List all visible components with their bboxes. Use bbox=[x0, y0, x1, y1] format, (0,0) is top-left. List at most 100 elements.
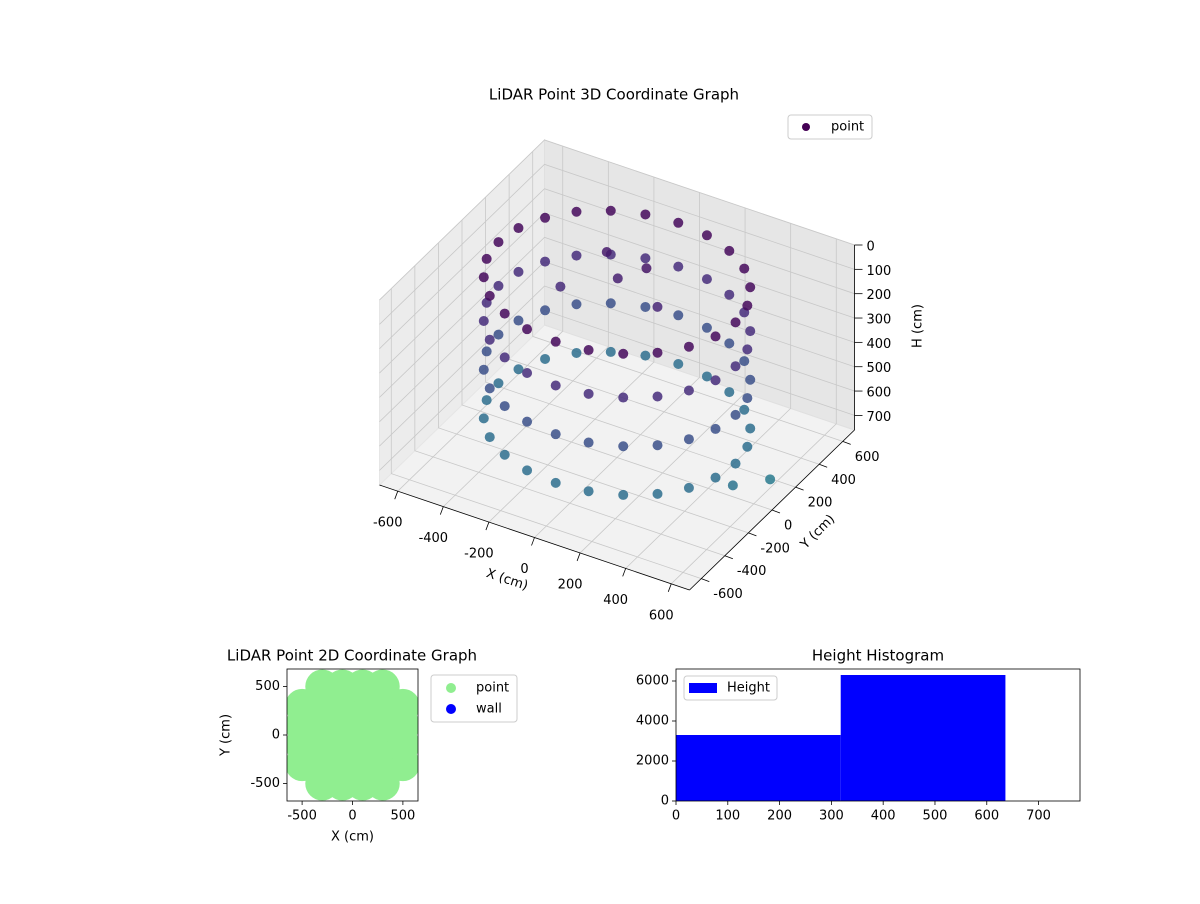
chart-title: Height Histogram bbox=[812, 647, 944, 665]
legend-label: point bbox=[831, 120, 864, 135]
point bbox=[683, 385, 694, 396]
tick-mark bbox=[439, 506, 444, 515]
point bbox=[640, 209, 651, 220]
point bbox=[683, 434, 694, 445]
point bbox=[683, 341, 694, 352]
point bbox=[739, 404, 750, 415]
x-tick-label: 400 bbox=[603, 593, 628, 608]
point bbox=[765, 474, 776, 485]
point bbox=[673, 310, 684, 321]
point bbox=[478, 316, 489, 327]
point bbox=[571, 347, 582, 358]
point bbox=[583, 486, 594, 497]
point bbox=[710, 375, 721, 386]
point bbox=[652, 347, 663, 358]
x-tick-label: 0 bbox=[520, 562, 528, 577]
grid-line bbox=[532, 151, 843, 442]
y-tick-label: 600 bbox=[855, 450, 880, 465]
point bbox=[499, 401, 510, 412]
grid-line bbox=[379, 139, 855, 301]
point bbox=[484, 290, 495, 301]
point bbox=[583, 388, 594, 399]
legend-box bbox=[787, 114, 873, 140]
point bbox=[522, 368, 533, 379]
x-tick-label: -400 bbox=[419, 531, 449, 546]
point bbox=[493, 237, 504, 248]
y-tick-label: 400 bbox=[831, 473, 856, 488]
z-tick-label: 300 bbox=[867, 313, 892, 328]
point bbox=[583, 437, 594, 448]
point bbox=[652, 301, 663, 312]
point bbox=[724, 245, 735, 256]
x-tick-label: -200 bbox=[464, 547, 494, 562]
x-axis-label: X (cm) bbox=[331, 830, 374, 845]
point bbox=[499, 352, 510, 363]
x-tick-label: 0 bbox=[348, 809, 356, 824]
x-tick-label: 0 bbox=[672, 809, 680, 824]
y-axis-label: Y (cm) bbox=[219, 714, 234, 757]
point bbox=[540, 353, 551, 364]
y-tick-label: -200 bbox=[760, 541, 790, 556]
legend-label: Height bbox=[727, 681, 770, 696]
z-axis-label: H (cm) bbox=[911, 304, 926, 348]
point bbox=[550, 477, 561, 488]
point bbox=[583, 345, 594, 356]
x-tick-label: 500 bbox=[923, 809, 948, 824]
point bbox=[601, 246, 612, 257]
tick-mark bbox=[622, 568, 627, 577]
tick-mark bbox=[576, 552, 581, 562]
point bbox=[730, 317, 741, 328]
tick-mark bbox=[771, 509, 781, 514]
point bbox=[640, 253, 651, 264]
grid-line bbox=[461, 220, 773, 511]
grid-line bbox=[670, 238, 837, 585]
point bbox=[484, 432, 495, 443]
point bbox=[618, 489, 629, 500]
point bbox=[481, 395, 492, 406]
point bbox=[745, 374, 756, 385]
point bbox=[727, 480, 738, 491]
z-tick-label: 200 bbox=[867, 288, 892, 303]
y-tick-label: 0 bbox=[784, 519, 792, 534]
point bbox=[742, 393, 753, 404]
point bbox=[730, 361, 741, 372]
tick-mark bbox=[485, 521, 490, 531]
x-tick-label: -500 bbox=[287, 809, 317, 824]
tick-mark bbox=[531, 537, 535, 546]
point bbox=[478, 272, 489, 283]
legend-marker bbox=[446, 683, 456, 693]
point bbox=[522, 416, 533, 427]
y-axis-line bbox=[689, 429, 855, 591]
point bbox=[513, 315, 524, 326]
legend-label: wall bbox=[476, 702, 502, 717]
point bbox=[493, 280, 504, 291]
plot-area bbox=[287, 669, 418, 801]
point bbox=[499, 308, 510, 319]
tick-mark bbox=[819, 463, 828, 468]
point bbox=[522, 465, 533, 476]
point bbox=[540, 305, 551, 316]
point bbox=[618, 392, 629, 403]
legend-label: point bbox=[476, 681, 509, 696]
z-tick-label: 600 bbox=[867, 386, 892, 401]
x-tick-label: 600 bbox=[649, 608, 674, 623]
x-tick-label: 200 bbox=[767, 809, 792, 824]
z-tick-label: 0 bbox=[867, 240, 875, 255]
point bbox=[513, 364, 524, 375]
point bbox=[673, 217, 684, 228]
point bbox=[673, 358, 684, 369]
point bbox=[555, 281, 566, 292]
point bbox=[612, 273, 623, 284]
point bbox=[739, 263, 750, 274]
point bbox=[484, 383, 495, 394]
point bbox=[407, 725, 418, 736]
y-tick-label: 0 bbox=[661, 794, 669, 809]
point bbox=[605, 346, 616, 357]
point bbox=[522, 324, 533, 335]
point bbox=[478, 364, 489, 375]
point bbox=[641, 263, 652, 274]
grid-line bbox=[443, 161, 609, 507]
point bbox=[550, 429, 561, 440]
point bbox=[365, 669, 400, 704]
